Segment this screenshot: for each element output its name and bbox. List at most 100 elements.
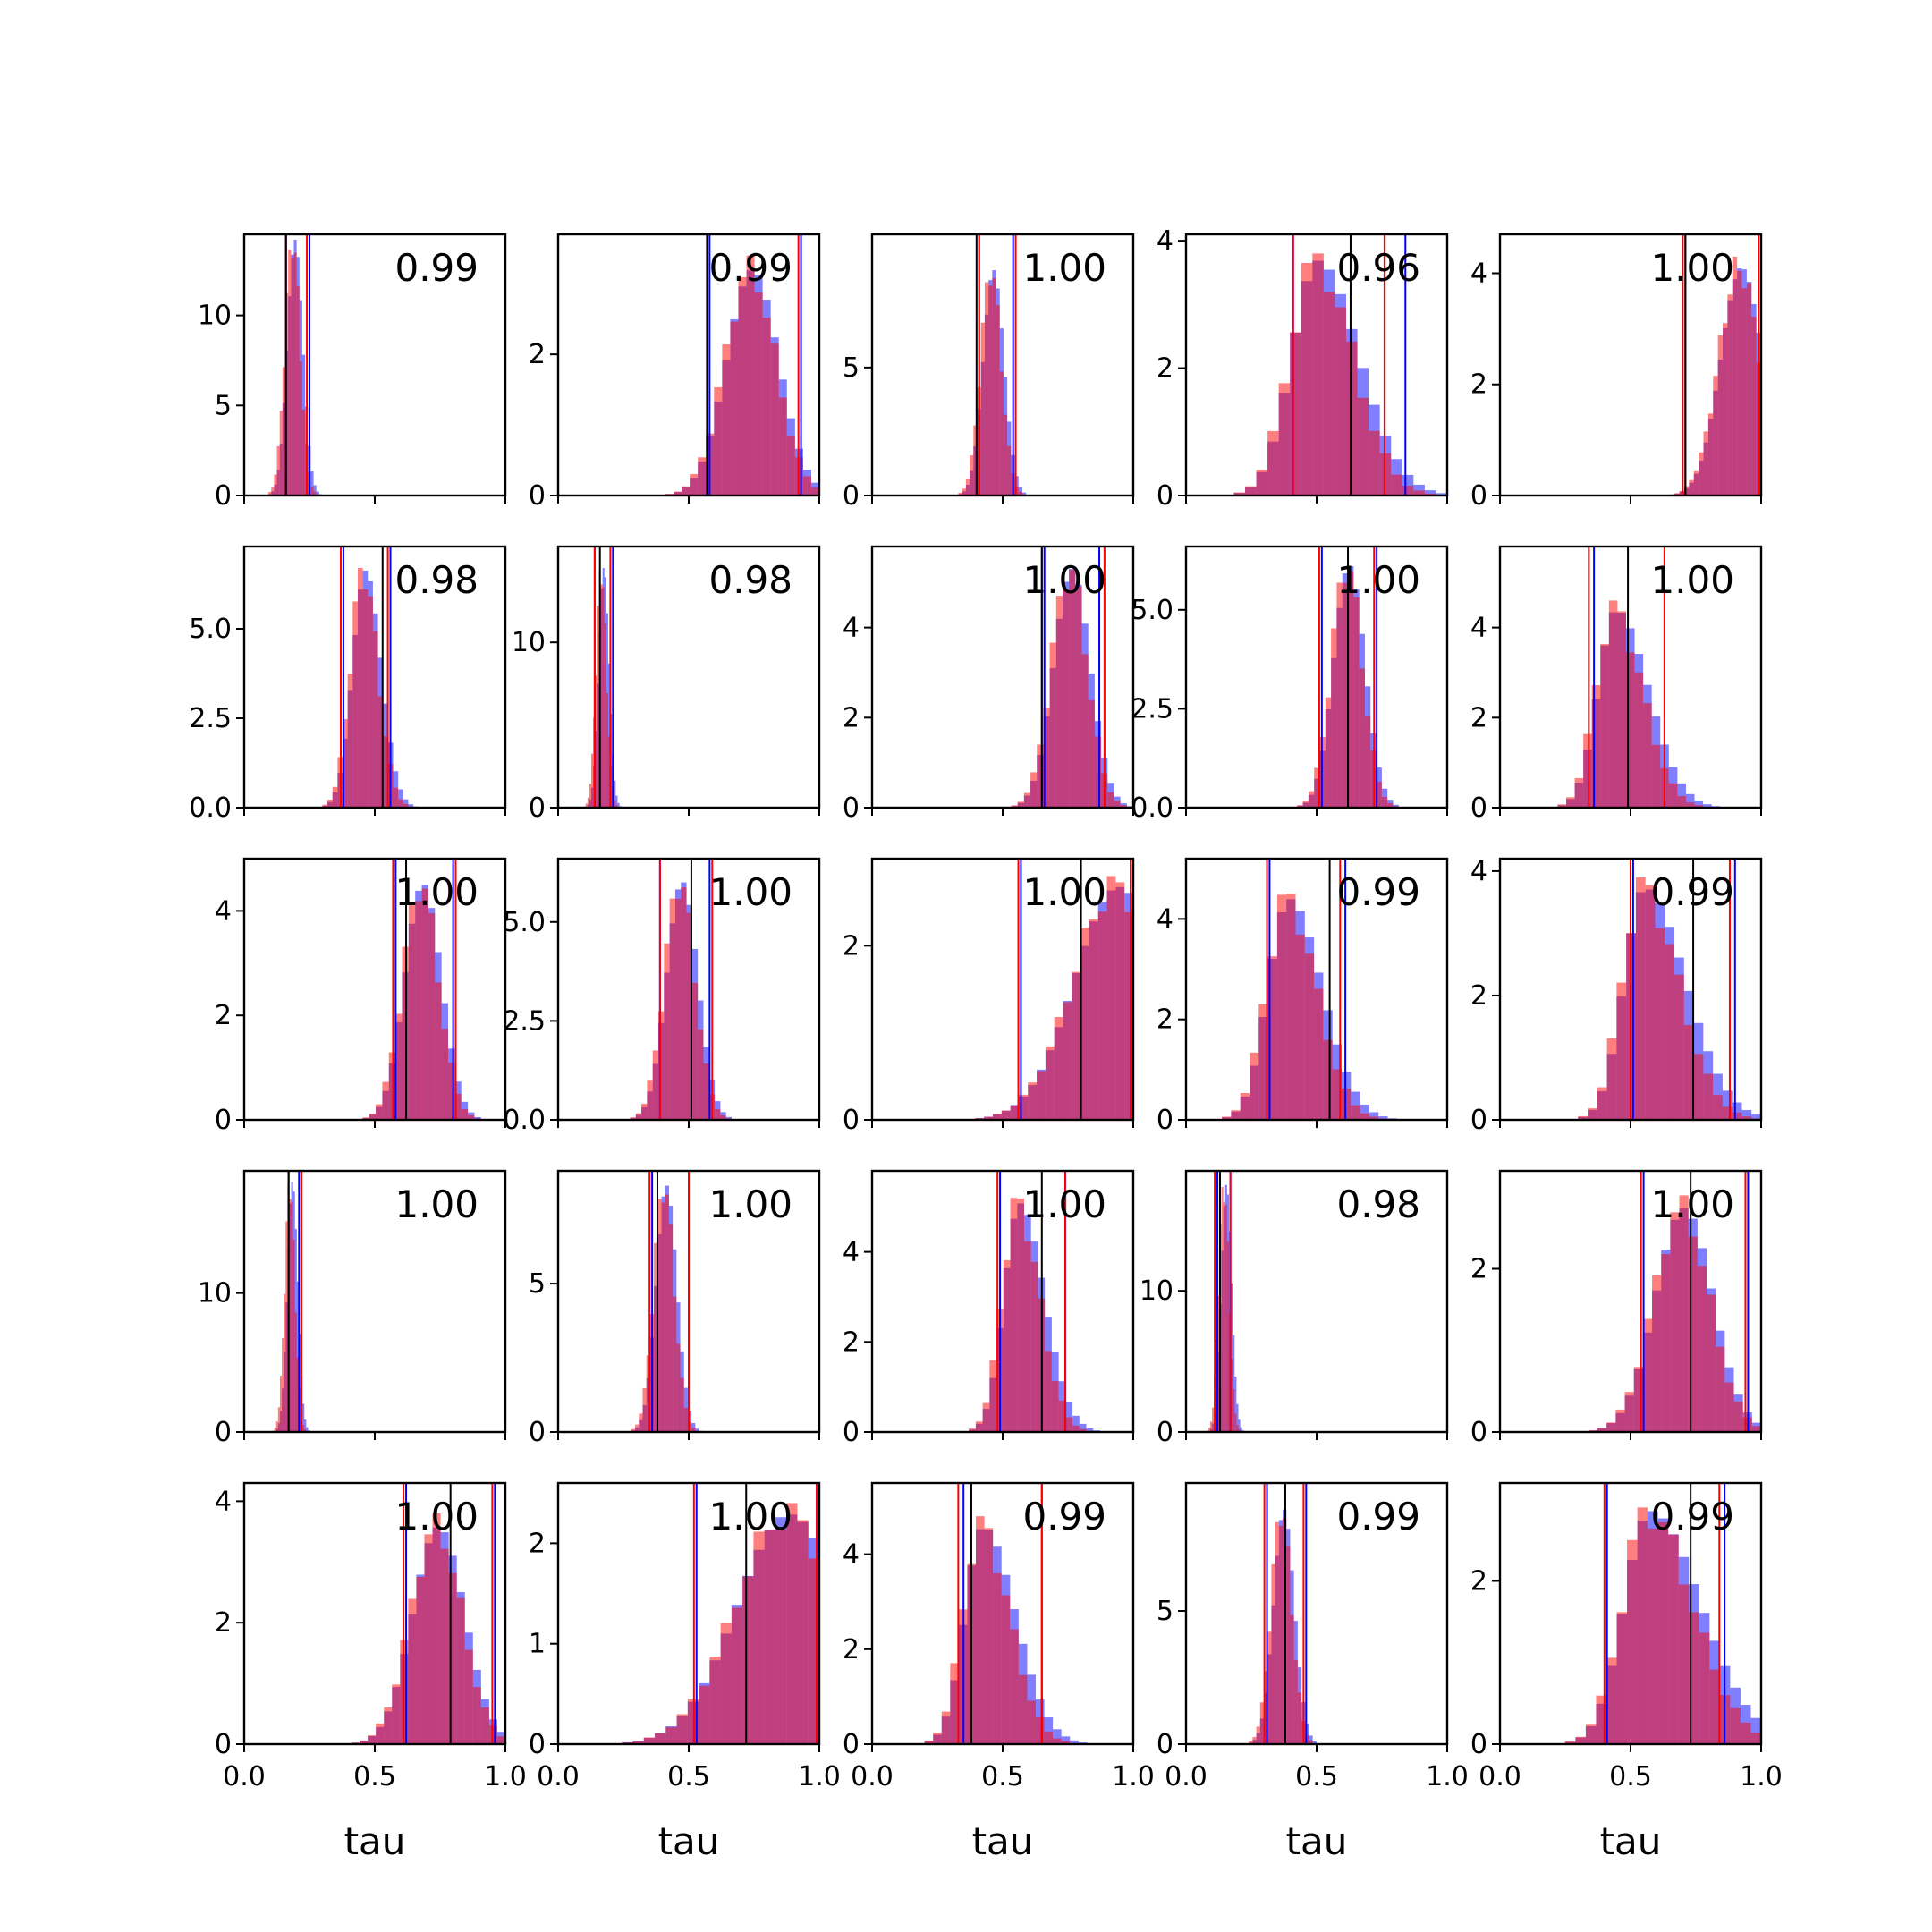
hist-bar-red (343, 718, 348, 808)
hist-bar-blue (1233, 1335, 1235, 1432)
hist-bar-red (1741, 1116, 1752, 1120)
hist-bar-red (1665, 944, 1675, 1120)
hist-bar-red (730, 321, 739, 496)
hist-bar-blue (310, 471, 314, 496)
hist-bar-blue (402, 799, 409, 808)
hist-bar-red (720, 1115, 726, 1120)
hist-bar-red (1668, 783, 1678, 808)
hist-bar-red (614, 801, 616, 808)
hist-bar-red (1596, 1695, 1606, 1744)
hist-bar-red (635, 1424, 640, 1432)
y-tick-label: 2 (1157, 1004, 1174, 1036)
hist-bar-red (1351, 1105, 1360, 1120)
hist-bar-red (408, 1598, 417, 1744)
hist-bar-red (665, 1194, 669, 1432)
hist-bar-red (1357, 397, 1369, 496)
hist-bar-red (654, 1242, 658, 1432)
x-tick-label: 1.0 (484, 1761, 527, 1792)
hist-bar-red (988, 285, 993, 496)
hist-bar-red (1049, 642, 1056, 808)
hist-bar-red (709, 1657, 721, 1744)
hist-bar-red (664, 943, 670, 1120)
hist-bar-red (1694, 805, 1704, 808)
y-tick-label: 4 (1470, 613, 1487, 644)
panel-value-label: 0.98 (1336, 1182, 1420, 1226)
y-tick-label: 0 (215, 1729, 232, 1760)
histogram-bars (1669, 234, 1761, 496)
panel-r5-c3: 0 2 4 0.0 0.5 1.0 0.99 (843, 1481, 1155, 1792)
panel-value-label: 1.00 (708, 1182, 792, 1226)
panel-r2-c2: 0 10 0.98 (512, 545, 821, 824)
y-tick-label: 4 (843, 1539, 860, 1571)
hist-bar-blue (1424, 490, 1436, 496)
hist-bar-red (668, 1224, 674, 1432)
hist-bar-red (1017, 801, 1024, 808)
hist-bar-red (1278, 1525, 1284, 1744)
hist-bar-red (268, 492, 272, 496)
hist-bar-red (797, 1520, 809, 1744)
x-tick-label: 0.0 (537, 1761, 580, 1792)
hist-bar-red (690, 473, 699, 496)
y-tick-label: 2 (529, 339, 546, 370)
hist-bar-red (715, 1109, 721, 1120)
hist-bar-red (289, 1199, 292, 1432)
hist-bar-red (646, 1355, 650, 1432)
x-tick-label: 1.0 (1426, 1761, 1469, 1792)
hist-bar-red (1304, 953, 1315, 1120)
hist-bar-red (1314, 988, 1324, 1120)
hist-bar-blue (1018, 487, 1022, 496)
hist-bar-red (665, 1727, 677, 1744)
y-tick-label: 0 (529, 1729, 546, 1760)
hist-bar-blue (1236, 1403, 1239, 1432)
hist-bar-red (1697, 1266, 1707, 1432)
hist-bar-red (1379, 453, 1392, 496)
y-tick-label: 0 (1470, 1105, 1487, 1136)
hist-bar-red (950, 1663, 959, 1744)
y-tick-label: 2 (215, 1000, 232, 1031)
hist-bar-red (1674, 974, 1684, 1120)
hist-bar-red (1305, 1734, 1309, 1744)
hist-bar-red (1014, 486, 1019, 496)
hist-bar-red (1566, 797, 1575, 808)
y-tick-label: 0.0 (1131, 792, 1174, 824)
hist-bar-red (293, 252, 297, 496)
hist-bar-red (1606, 1038, 1617, 1120)
hist-bar-red (332, 786, 338, 808)
hist-bar-red (1597, 1087, 1607, 1120)
hist-bar-blue (614, 780, 616, 808)
hist-bar-red (1707, 1294, 1716, 1432)
hist-bar-red (754, 292, 763, 496)
hist-bar-red (742, 1576, 754, 1744)
hist-bar-red (1678, 1584, 1690, 1744)
hist-bar-red (402, 803, 409, 808)
hist-bar-red (1381, 797, 1388, 808)
hist-bar-red (1391, 474, 1402, 496)
hist-bar-red (347, 674, 353, 808)
hist-bar-red (1222, 1116, 1232, 1120)
hist-bar-red (1685, 802, 1695, 808)
hist-bar-red (731, 1607, 743, 1744)
x-axis-label-col-5: tau (1600, 1819, 1662, 1863)
hist-bar-blue (617, 802, 620, 808)
hist-bar-red (352, 601, 358, 808)
hist-bar-red (291, 257, 294, 496)
panel-r3-c3: 021.00 (843, 857, 1135, 1136)
hist-bar-red (1616, 982, 1627, 1120)
hist-bar-red (1297, 805, 1303, 808)
hist-bar-red (1703, 431, 1708, 496)
hist-bar-red (673, 1296, 677, 1432)
panel-value-label: 0.99 (1336, 1495, 1420, 1538)
y-tick-label: 2 (1157, 353, 1174, 385)
hist-bar-blue (408, 804, 414, 808)
hist-bar-red (398, 799, 403, 808)
panel-r2-c5: 0 2 4 1.00 (1470, 545, 1763, 824)
hist-bar-red (1608, 600, 1618, 808)
hist-bar-blue (1378, 1116, 1388, 1120)
histogram-bars (924, 1483, 1088, 1744)
hist-bar-red (1746, 283, 1752, 496)
histogram-bars (1233, 234, 1447, 496)
histogram-bars (1249, 1483, 1317, 1744)
hist-bar-blue (1072, 1415, 1080, 1432)
hist-bar-blue (302, 1403, 305, 1432)
